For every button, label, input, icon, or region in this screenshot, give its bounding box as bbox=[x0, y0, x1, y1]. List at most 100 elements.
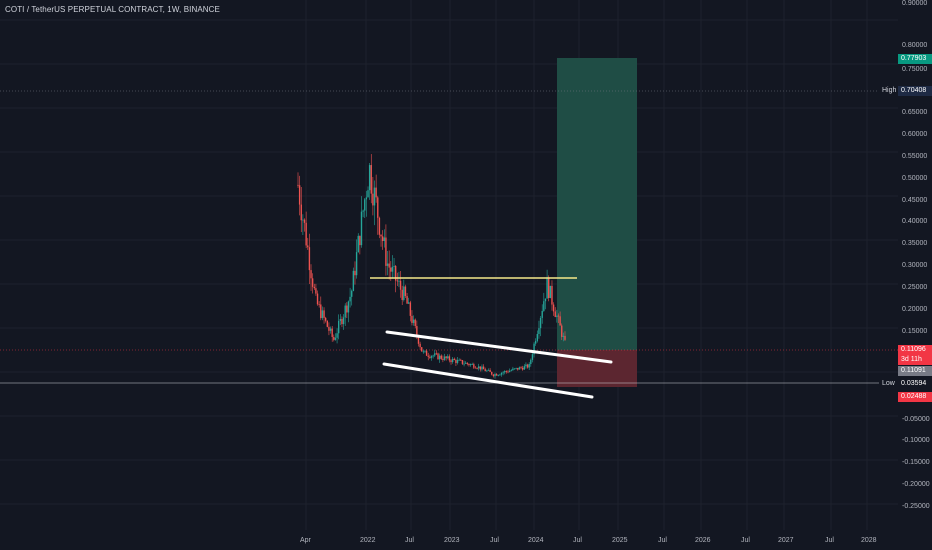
candle-body bbox=[321, 310, 324, 319]
candle-body bbox=[329, 328, 332, 331]
time-tick: Jul bbox=[658, 537, 667, 544]
symbol-title[interactable]: COTI / TetherUS PERPETUAL CONTRACT, 1W, … bbox=[5, 5, 220, 14]
candle-body bbox=[344, 305, 346, 318]
candle-body bbox=[398, 280, 400, 282]
candle-body bbox=[342, 317, 345, 325]
candle-body bbox=[504, 371, 506, 373]
candle-body bbox=[561, 325, 563, 337]
price-chart[interactable] bbox=[0, 0, 898, 530]
candle-body bbox=[341, 318, 343, 325]
price-tick: -0.10000 bbox=[902, 437, 930, 444]
candle-body bbox=[564, 335, 566, 340]
candle-body bbox=[355, 252, 358, 276]
candle-body bbox=[417, 335, 420, 344]
candle-body bbox=[318, 304, 320, 306]
candle-body bbox=[491, 371, 493, 375]
lower-trendline[interactable] bbox=[382, 362, 594, 399]
candle-body bbox=[310, 270, 312, 279]
candle-body bbox=[464, 362, 467, 364]
candle-body bbox=[373, 187, 376, 206]
price-tick: -0.15000 bbox=[902, 459, 930, 466]
candle-body bbox=[393, 265, 395, 267]
candle-body bbox=[383, 237, 385, 242]
candle-body bbox=[440, 355, 442, 359]
candle-body bbox=[500, 372, 503, 375]
grid bbox=[0, 0, 898, 530]
candle-body bbox=[508, 370, 511, 373]
candle-body bbox=[391, 266, 394, 272]
candle-body bbox=[468, 363, 470, 366]
candle-body bbox=[453, 358, 455, 360]
candle-body bbox=[471, 364, 473, 365]
candle-body bbox=[482, 366, 485, 370]
price-tick: 0.20000 bbox=[902, 306, 928, 313]
candle-body bbox=[539, 317, 542, 329]
time-tick: 2024 bbox=[528, 537, 544, 544]
time-axis[interactable]: Apr 2022 Jul 2023 Jul 2024 Jul 2025 Jul … bbox=[0, 530, 898, 550]
candle-body bbox=[324, 317, 327, 321]
candle-body bbox=[520, 367, 522, 369]
time-tick: Jul bbox=[490, 537, 499, 544]
candle-body bbox=[525, 364, 527, 367]
price-tick: 0.60000 bbox=[902, 131, 928, 138]
candle-body bbox=[365, 197, 368, 200]
candle-body bbox=[421, 347, 423, 352]
candle-body bbox=[438, 355, 441, 360]
candle-body bbox=[408, 302, 410, 304]
candle-body bbox=[463, 363, 465, 365]
candle-body bbox=[473, 364, 475, 368]
price-tick: 0.75000 bbox=[902, 66, 928, 73]
candle-body bbox=[534, 340, 537, 344]
candle-body bbox=[543, 301, 545, 311]
candle-body bbox=[378, 217, 381, 235]
candle-body bbox=[450, 360, 452, 362]
candle-body bbox=[307, 245, 309, 248]
candle-body bbox=[533, 343, 535, 355]
candle-body bbox=[315, 288, 317, 294]
current-price-badge: 0.11096 bbox=[898, 345, 932, 355]
time-tick: Jul bbox=[741, 537, 750, 544]
candle-body bbox=[403, 286, 405, 300]
upper-trendline[interactable] bbox=[385, 330, 613, 364]
candle-body bbox=[499, 374, 501, 376]
candle-body bbox=[549, 285, 552, 299]
candle-body bbox=[360, 211, 363, 246]
entry-price-badge: 0.11091 bbox=[898, 366, 932, 376]
time-tick: Jul bbox=[405, 537, 414, 544]
candle-body bbox=[425, 350, 428, 356]
candle-body bbox=[443, 356, 446, 360]
time-tick: 2027 bbox=[778, 537, 794, 544]
price-tick: 0.35000 bbox=[902, 240, 928, 247]
candle-body bbox=[416, 326, 418, 336]
candle-body bbox=[381, 236, 384, 242]
candles bbox=[297, 154, 566, 379]
countdown-badge: 3d 11h bbox=[898, 355, 932, 365]
candle-body bbox=[494, 374, 496, 377]
candle-body bbox=[388, 263, 390, 268]
candle-body bbox=[352, 270, 355, 291]
high-price-badge: 0.70408 bbox=[898, 86, 932, 96]
candle-body bbox=[349, 296, 351, 302]
target-price-badge: 0.77903 bbox=[898, 54, 932, 64]
candle-body bbox=[456, 359, 459, 363]
candle-body bbox=[346, 305, 348, 313]
candle-body bbox=[552, 304, 555, 312]
time-tick: 2023 bbox=[444, 537, 460, 544]
price-axis[interactable]: 0.90000 0.80000 0.75000 0.65000 0.60000 … bbox=[898, 0, 932, 550]
candle-body bbox=[513, 368, 516, 370]
time-tick: 2025 bbox=[612, 537, 628, 544]
candle-body bbox=[394, 265, 397, 281]
time-tick: 2022 bbox=[360, 537, 376, 544]
candle-body bbox=[357, 235, 359, 253]
candle-body bbox=[320, 304, 322, 319]
candle-body bbox=[538, 328, 540, 335]
profit-zone[interactable] bbox=[557, 58, 637, 350]
candle-body bbox=[297, 184, 299, 186]
candle-body bbox=[359, 235, 361, 246]
candle-body bbox=[486, 370, 488, 372]
candle-body bbox=[448, 356, 451, 361]
candle-body bbox=[370, 165, 372, 194]
candle-body bbox=[442, 358, 444, 360]
candle-body bbox=[479, 366, 482, 370]
